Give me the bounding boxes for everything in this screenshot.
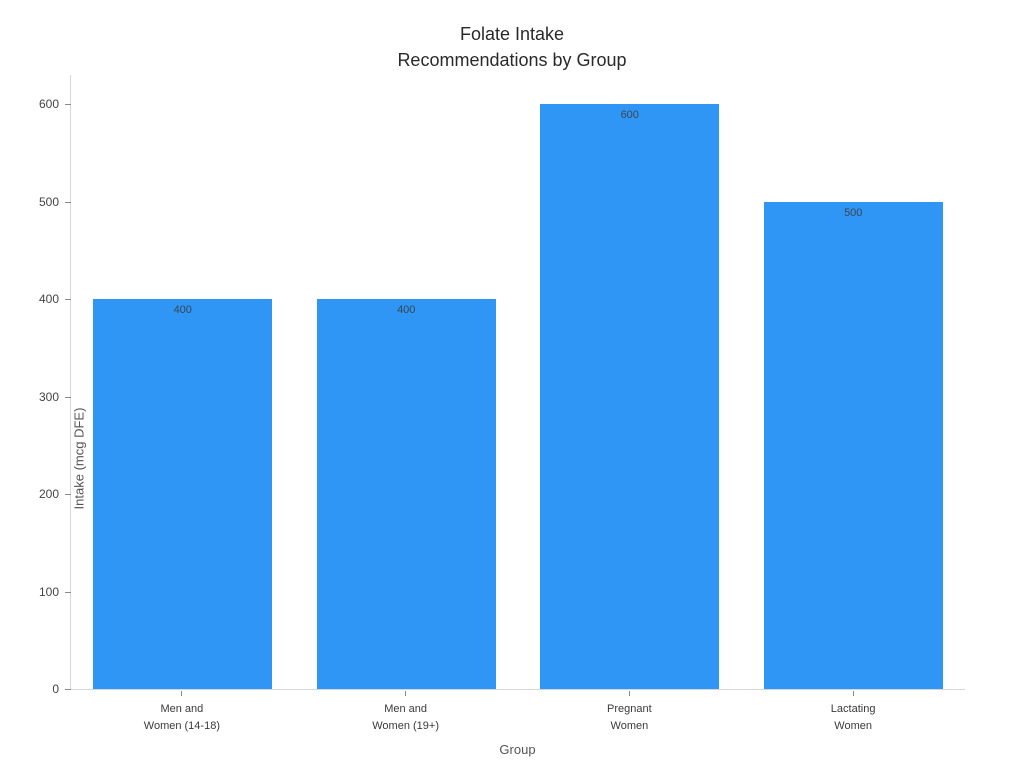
- bar: 400: [316, 299, 496, 689]
- bar: 600: [540, 104, 720, 689]
- x-tick-mark: [405, 691, 407, 696]
- bar-value-label: 400: [397, 304, 416, 317]
- chart-title: Folate Intake Recommendations by Group: [397, 24, 627, 70]
- x-tick-mark: [181, 691, 183, 696]
- y-tick-mark: [65, 299, 71, 301]
- x-tick-cell: Pregnant Women: [518, 691, 742, 735]
- plot-area: Intake (mcg DFE) 400 400 600 500 0 100 200 300…: [39, 75, 965, 696]
- y-tick-label: 300: [38, 389, 59, 404]
- y-tick-label: 0: [52, 682, 59, 696]
- x-tick-cell: Men and Women (14-18): [70, 691, 294, 735]
- y-tick-label: 400: [38, 292, 59, 307]
- bars-row: 400 400 600 500: [71, 75, 965, 689]
- bar-value-label: 600: [620, 109, 639, 122]
- y-tick-label: 600: [38, 97, 59, 112]
- bar: 400: [93, 299, 273, 689]
- x-tick-label: Men and Women (14-18): [143, 703, 220, 732]
- y-tick-label: 500: [38, 194, 59, 209]
- x-tick-label: Men and Women (19+): [372, 703, 439, 732]
- y-tick-mark: [65, 104, 71, 106]
- x-axis-title: Group: [499, 742, 536, 757]
- y-tick-mark: [65, 591, 71, 593]
- x-tick-cell: Men and Women (19+): [294, 691, 518, 735]
- bar: 500: [763, 201, 943, 689]
- bar-slot: 400: [295, 75, 519, 689]
- y-tick-mark: [65, 396, 71, 398]
- x-tick-label: Pregnant Women: [607, 703, 652, 732]
- bar-slot: 400: [71, 75, 295, 689]
- bar-slot: 500: [742, 75, 966, 689]
- x-tick-mark: [628, 691, 630, 696]
- x-axis-ticks: Men and Women (14-18) Men and Women (19+)…: [70, 691, 965, 735]
- y-tick-label: 200: [38, 487, 59, 502]
- bar-value-label: 400: [173, 304, 192, 317]
- x-tick-cell: Lactating Women: [741, 691, 965, 735]
- bar-slot: 600: [518, 75, 742, 689]
- y-tick-mark: [65, 494, 71, 496]
- y-tick-label: 100: [38, 584, 59, 599]
- bar-value-label: 500: [844, 206, 863, 219]
- y-tick-mark: [65, 689, 71, 690]
- y-tick-mark: [65, 201, 71, 203]
- x-tick-mark: [852, 691, 854, 696]
- x-tick-label: Lactating Women: [830, 703, 876, 732]
